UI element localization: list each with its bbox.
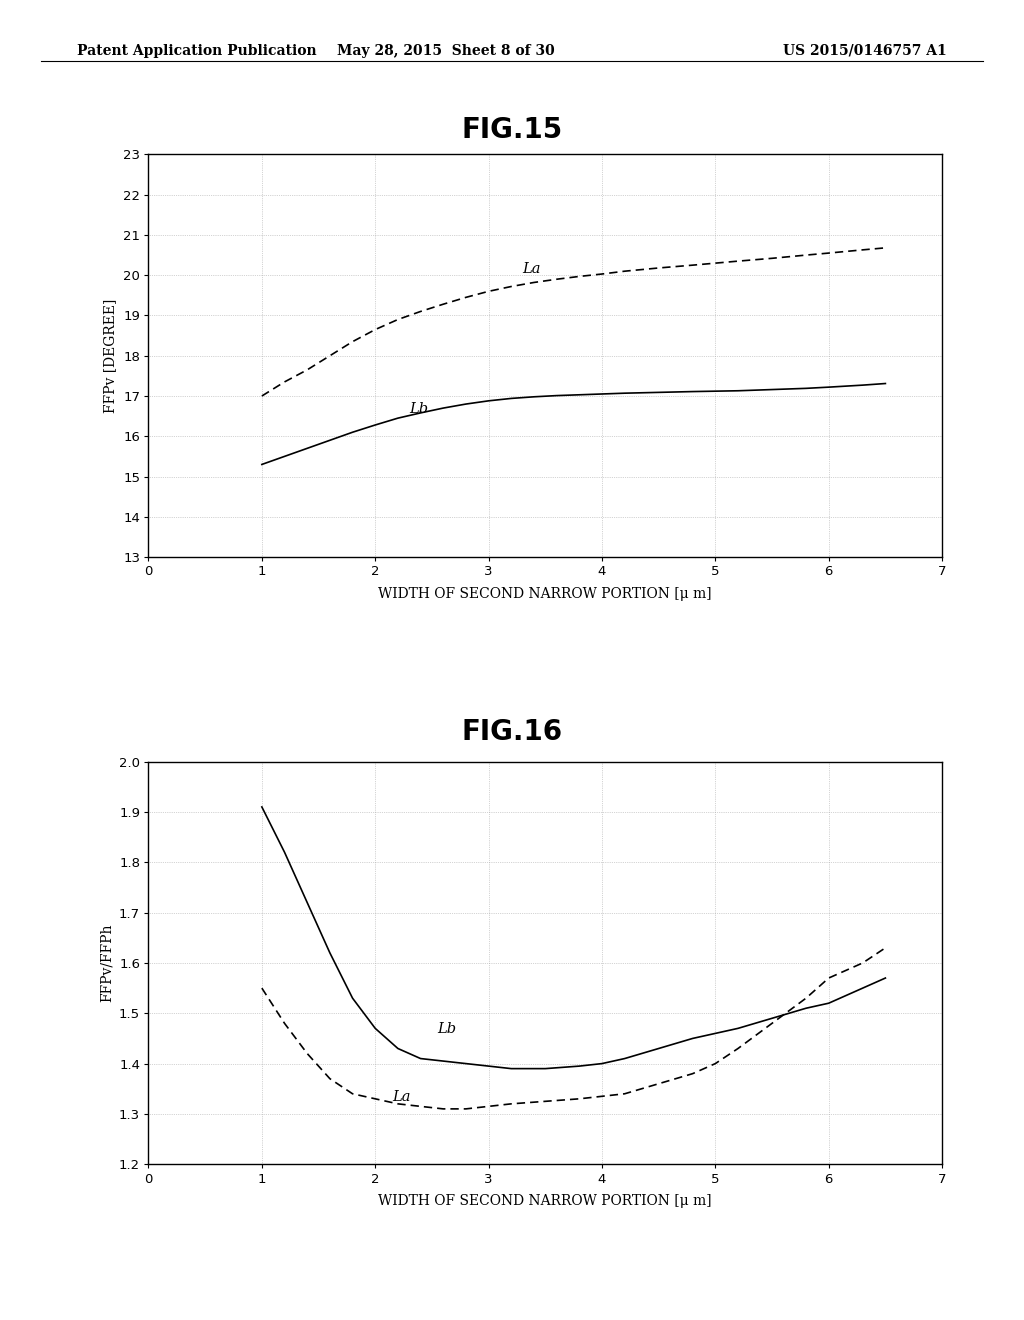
- Text: La: La: [522, 263, 541, 276]
- Text: FIG.16: FIG.16: [462, 718, 562, 746]
- Text: US 2015/0146757 A1: US 2015/0146757 A1: [783, 44, 947, 58]
- Text: La: La: [392, 1090, 411, 1105]
- Text: FIG.15: FIG.15: [462, 116, 562, 144]
- Y-axis label: FFPv/FFPh: FFPv/FFPh: [99, 924, 114, 1002]
- X-axis label: WIDTH OF SECOND NARROW PORTION [μ m]: WIDTH OF SECOND NARROW PORTION [μ m]: [379, 1193, 712, 1208]
- Text: Lb: Lb: [437, 1023, 457, 1036]
- Text: Lb: Lb: [410, 401, 428, 416]
- Text: May 28, 2015  Sheet 8 of 30: May 28, 2015 Sheet 8 of 30: [337, 44, 554, 58]
- Y-axis label: FFPv [DEGREE]: FFPv [DEGREE]: [103, 298, 118, 413]
- X-axis label: WIDTH OF SECOND NARROW PORTION [μ m]: WIDTH OF SECOND NARROW PORTION [μ m]: [379, 586, 712, 601]
- Text: Patent Application Publication: Patent Application Publication: [77, 44, 316, 58]
